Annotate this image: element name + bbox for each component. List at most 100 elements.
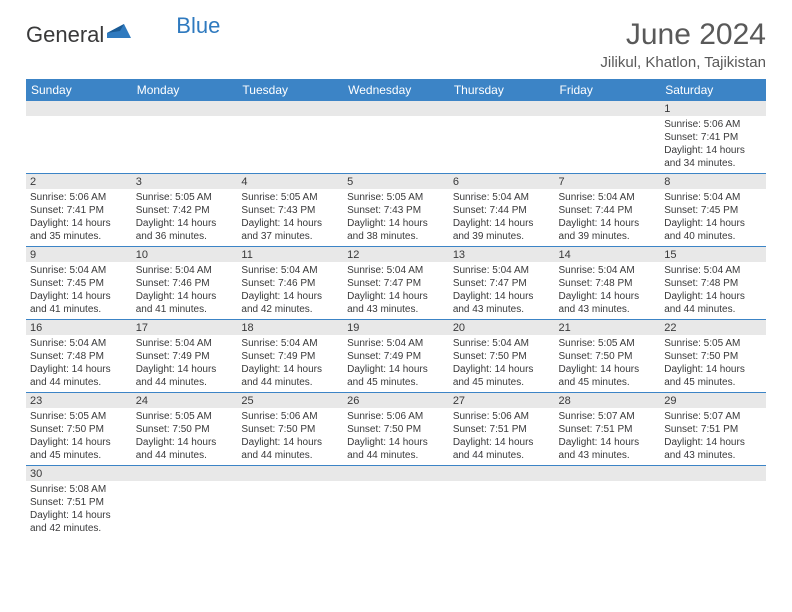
daylight-line-1: Daylight: 14 hours (241, 217, 339, 230)
sunset-line: Sunset: 7:50 PM (453, 350, 551, 363)
sunrise-line: Sunrise: 5:04 AM (347, 337, 445, 350)
daylight-line-1: Daylight: 14 hours (453, 363, 551, 376)
day-number-cell: 30 (26, 466, 132, 481)
daylight-line-1: Daylight: 14 hours (664, 290, 762, 303)
day-number-cell (449, 466, 555, 481)
day-number-cell: 22 (660, 320, 766, 335)
sunrise-line: Sunrise: 5:04 AM (347, 264, 445, 277)
daylight-line-2: and 44 minutes. (136, 449, 234, 462)
day-header-cell: Monday (132, 79, 238, 101)
sunset-line: Sunset: 7:50 PM (30, 423, 128, 436)
day-cell: Sunrise: 5:04 AMSunset: 7:49 PMDaylight:… (343, 335, 449, 392)
sunrise-line: Sunrise: 5:05 AM (241, 191, 339, 204)
day-number-cell: 16 (26, 320, 132, 335)
sunrise-line: Sunrise: 5:05 AM (664, 337, 762, 350)
day-number-cell (237, 101, 343, 116)
day-cell: Sunrise: 5:04 AMSunset: 7:49 PMDaylight:… (132, 335, 238, 392)
day-number-cell (555, 101, 661, 116)
day-cell (343, 481, 449, 538)
sunrise-line: Sunrise: 5:06 AM (453, 410, 551, 423)
daylight-line-1: Daylight: 14 hours (30, 217, 128, 230)
sunrise-line: Sunrise: 5:04 AM (136, 264, 234, 277)
day-number-cell: 5 (343, 174, 449, 189)
daylight-line-1: Daylight: 14 hours (664, 363, 762, 376)
logo-text-general: General (26, 22, 104, 48)
sunrise-line: Sunrise: 5:04 AM (241, 337, 339, 350)
day-number-cell: 10 (132, 247, 238, 262)
sunset-line: Sunset: 7:45 PM (30, 277, 128, 290)
sunrise-line: Sunrise: 5:06 AM (347, 410, 445, 423)
daylight-line-1: Daylight: 14 hours (453, 290, 551, 303)
sunrise-line: Sunrise: 5:04 AM (30, 264, 128, 277)
day-cell (132, 481, 238, 538)
day-number-cell (26, 101, 132, 116)
daylight-line-2: and 35 minutes. (30, 230, 128, 243)
daylight-line-1: Daylight: 14 hours (30, 363, 128, 376)
daylight-line-2: and 43 minutes. (559, 303, 657, 316)
sunrise-line: Sunrise: 5:04 AM (664, 264, 762, 277)
day-cell: Sunrise: 5:04 AMSunset: 7:50 PMDaylight:… (449, 335, 555, 392)
day-cell: Sunrise: 5:05 AMSunset: 7:50 PMDaylight:… (26, 408, 132, 465)
daylight-line-2: and 45 minutes. (30, 449, 128, 462)
day-cell (343, 116, 449, 173)
day-cell: Sunrise: 5:04 AMSunset: 7:47 PMDaylight:… (343, 262, 449, 319)
day-number-cell: 20 (449, 320, 555, 335)
day-number-cell: 6 (449, 174, 555, 189)
sunrise-line: Sunrise: 5:05 AM (136, 191, 234, 204)
day-number-cell (555, 466, 661, 481)
sunrise-line: Sunrise: 5:04 AM (559, 191, 657, 204)
day-cell: Sunrise: 5:04 AMSunset: 7:44 PMDaylight:… (555, 189, 661, 246)
day-number-cell: 21 (555, 320, 661, 335)
sunset-line: Sunset: 7:46 PM (241, 277, 339, 290)
sunrise-line: Sunrise: 5:07 AM (559, 410, 657, 423)
daylight-line-2: and 42 minutes. (30, 522, 128, 535)
sunrise-line: Sunrise: 5:04 AM (136, 337, 234, 350)
logo-text-blue: Blue (176, 13, 220, 39)
daylight-line-1: Daylight: 14 hours (136, 290, 234, 303)
daylight-line-2: and 44 minutes. (241, 376, 339, 389)
sunset-line: Sunset: 7:51 PM (453, 423, 551, 436)
week-row: Sunrise: 5:04 AMSunset: 7:45 PMDaylight:… (26, 262, 766, 320)
day-cell (555, 481, 661, 538)
day-header-cell: Wednesday (343, 79, 449, 101)
daylight-line-1: Daylight: 14 hours (559, 217, 657, 230)
daylight-line-1: Daylight: 14 hours (559, 363, 657, 376)
day-cell: Sunrise: 5:04 AMSunset: 7:46 PMDaylight:… (237, 262, 343, 319)
sunrise-line: Sunrise: 5:05 AM (30, 410, 128, 423)
week-row: Sunrise: 5:06 AMSunset: 7:41 PMDaylight:… (26, 116, 766, 174)
day-cell (237, 116, 343, 173)
sunset-line: Sunset: 7:49 PM (136, 350, 234, 363)
daylight-line-1: Daylight: 14 hours (136, 436, 234, 449)
daylight-line-2: and 44 minutes. (347, 449, 445, 462)
week-row: Sunrise: 5:08 AMSunset: 7:51 PMDaylight:… (26, 481, 766, 538)
day-number-cell: 14 (555, 247, 661, 262)
sunset-line: Sunset: 7:45 PM (664, 204, 762, 217)
day-number-cell: 28 (555, 393, 661, 408)
day-cell: Sunrise: 5:05 AMSunset: 7:43 PMDaylight:… (237, 189, 343, 246)
day-cell: Sunrise: 5:05 AMSunset: 7:50 PMDaylight:… (132, 408, 238, 465)
logo: General Blue (26, 22, 220, 48)
sunset-line: Sunset: 7:43 PM (347, 204, 445, 217)
day-cell: Sunrise: 5:07 AMSunset: 7:51 PMDaylight:… (555, 408, 661, 465)
day-number-cell: 23 (26, 393, 132, 408)
sunset-line: Sunset: 7:48 PM (30, 350, 128, 363)
sunset-line: Sunset: 7:41 PM (664, 131, 762, 144)
sunrise-line: Sunrise: 5:04 AM (559, 264, 657, 277)
daylight-line-2: and 40 minutes. (664, 230, 762, 243)
sunset-line: Sunset: 7:47 PM (347, 277, 445, 290)
day-number-cell: 18 (237, 320, 343, 335)
day-number-cell: 1 (660, 101, 766, 116)
daylight-line-1: Daylight: 14 hours (664, 144, 762, 157)
day-number-cell: 25 (237, 393, 343, 408)
day-number-cell: 13 (449, 247, 555, 262)
sunrise-line: Sunrise: 5:07 AM (664, 410, 762, 423)
day-cell: Sunrise: 5:04 AMSunset: 7:48 PMDaylight:… (26, 335, 132, 392)
day-cell: Sunrise: 5:06 AMSunset: 7:50 PMDaylight:… (343, 408, 449, 465)
day-number-cell: 8 (660, 174, 766, 189)
sunset-line: Sunset: 7:43 PM (241, 204, 339, 217)
daylight-line-1: Daylight: 14 hours (30, 436, 128, 449)
day-number-cell: 27 (449, 393, 555, 408)
day-cell: Sunrise: 5:06 AMSunset: 7:51 PMDaylight:… (449, 408, 555, 465)
week-row: Sunrise: 5:05 AMSunset: 7:50 PMDaylight:… (26, 408, 766, 466)
sunset-line: Sunset: 7:51 PM (30, 496, 128, 509)
